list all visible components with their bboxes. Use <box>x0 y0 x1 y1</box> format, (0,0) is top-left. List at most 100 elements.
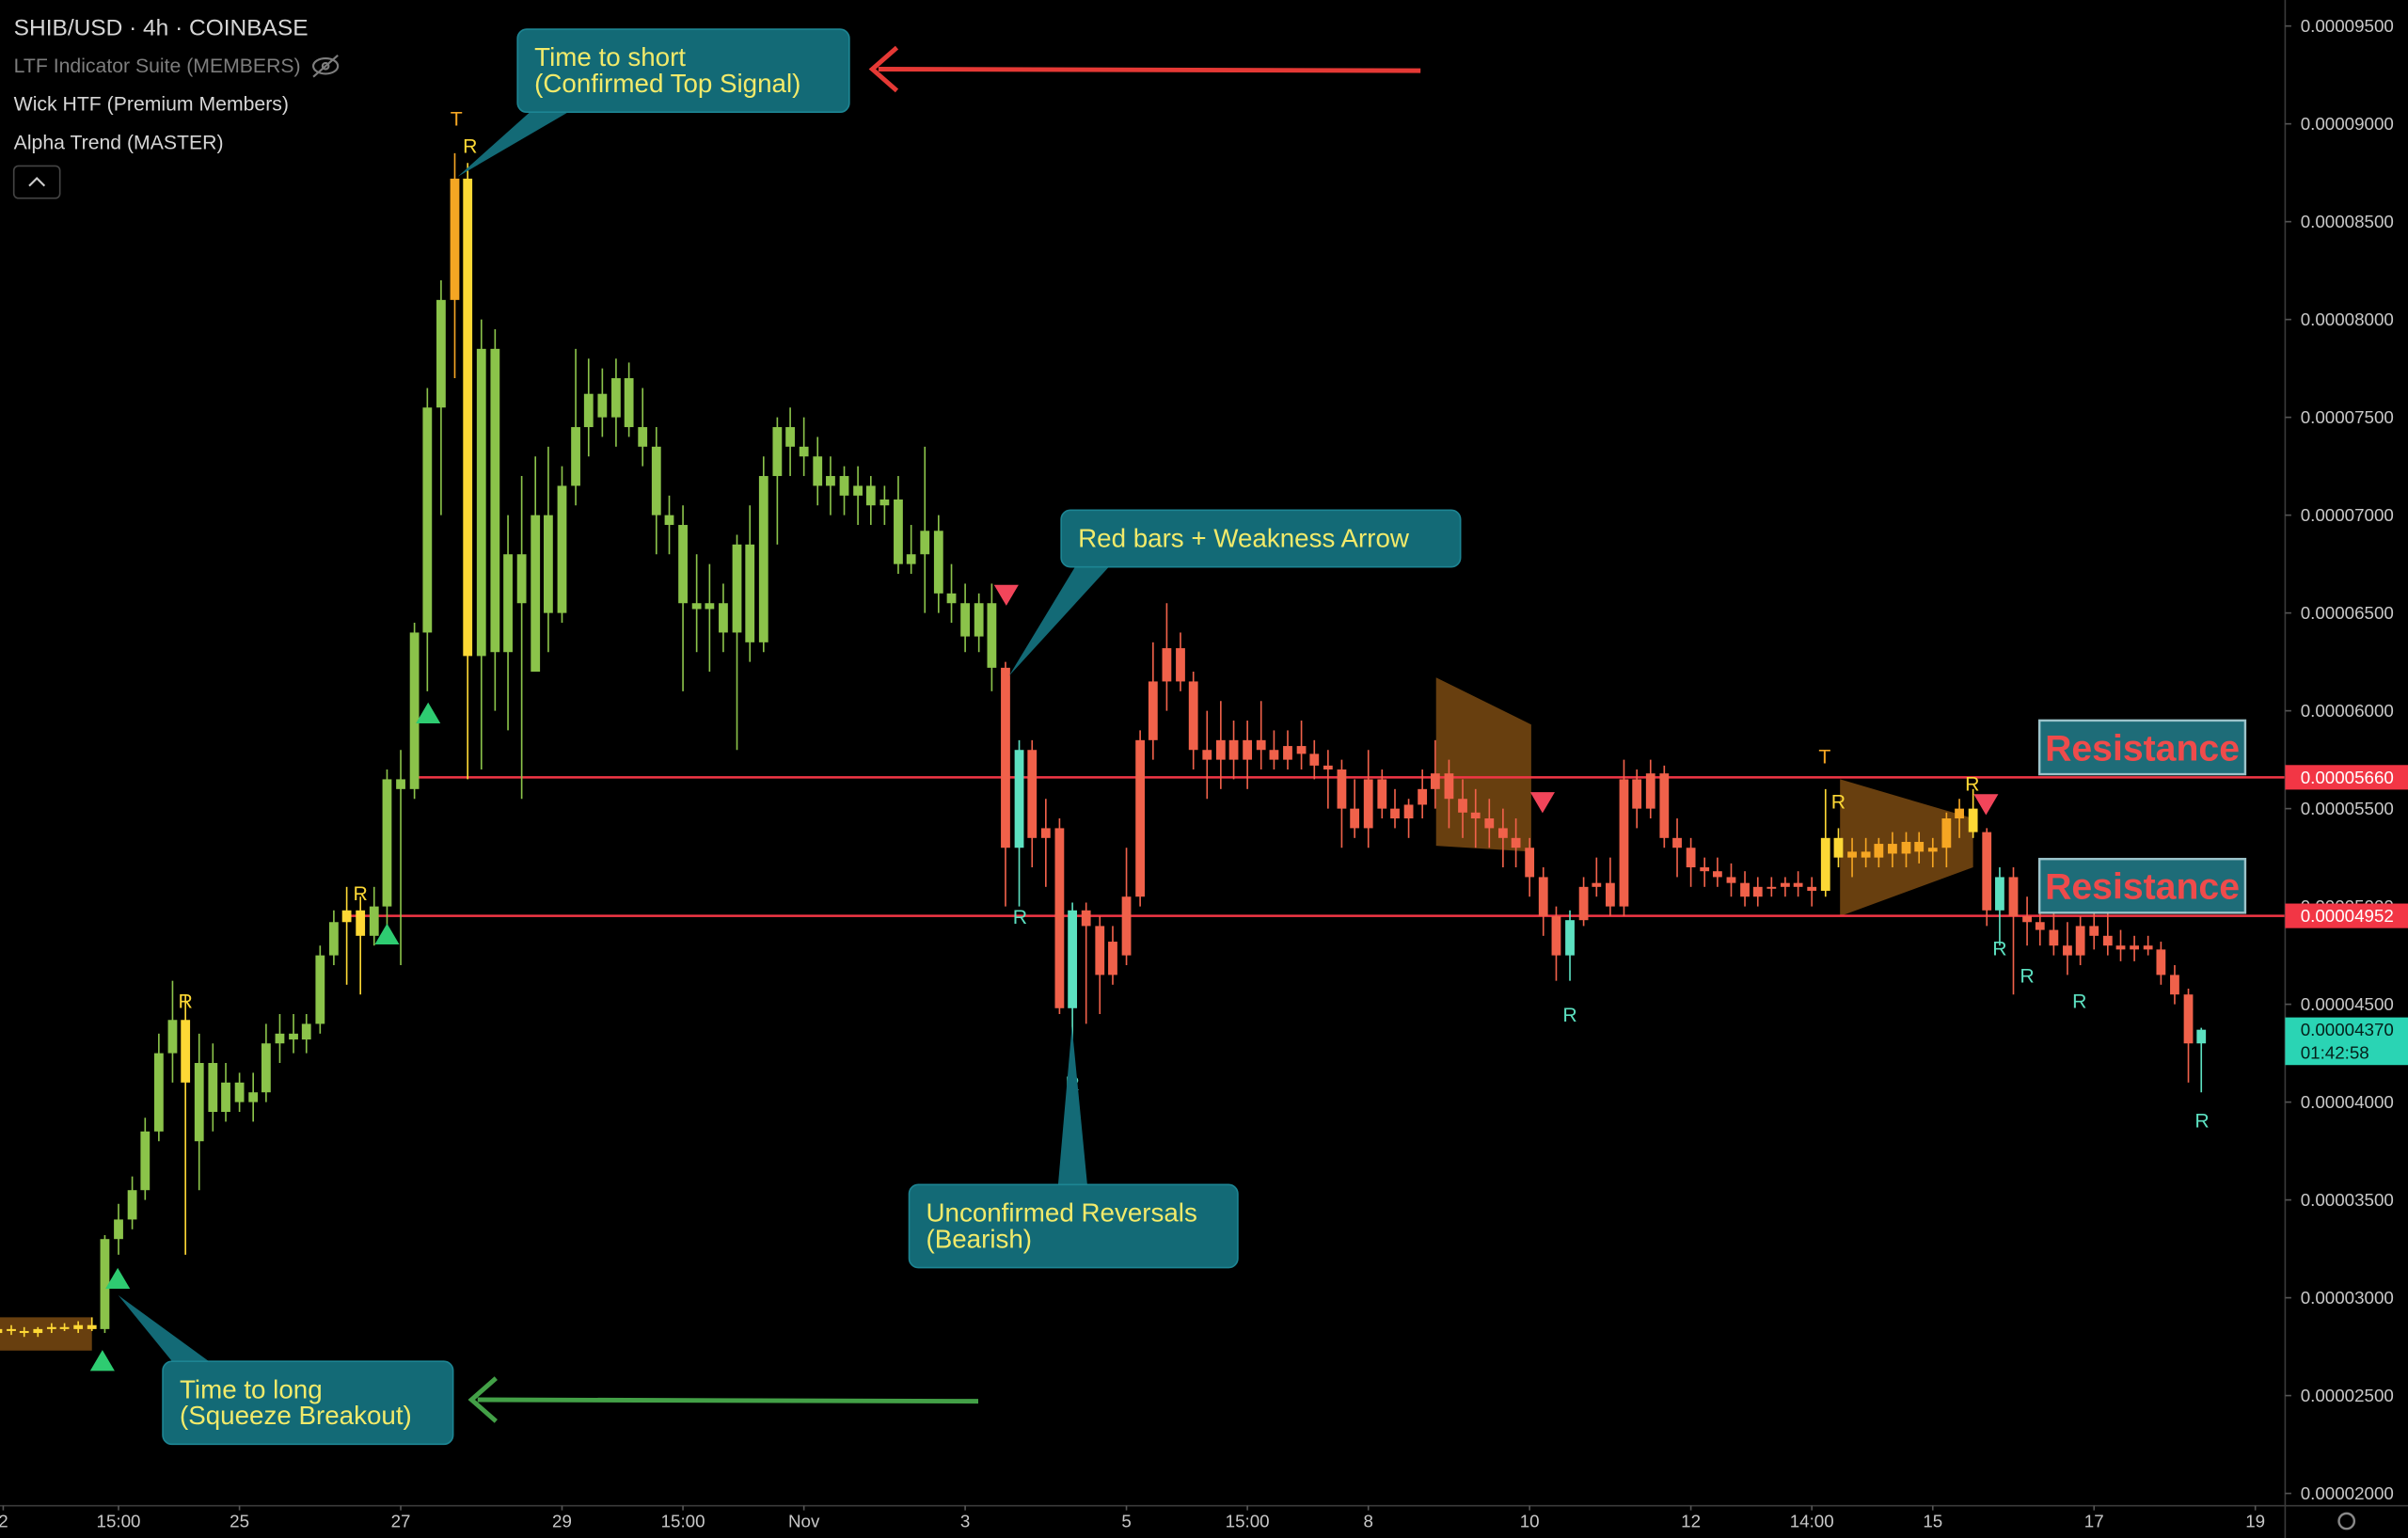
signal-label: R <box>2194 1110 2209 1132</box>
candle-body <box>1807 886 1817 891</box>
y-tick-label: 0.00008500 <box>2301 212 2394 231</box>
candle-body <box>920 531 930 555</box>
candle-body <box>597 393 608 418</box>
x-tick-label: 15 <box>1923 1512 1942 1531</box>
candle-body <box>813 456 823 486</box>
candle-body <box>1511 837 1521 848</box>
signal-label: T <box>451 109 463 131</box>
callout-pointer <box>457 112 569 177</box>
candle-body <box>2049 929 2059 946</box>
candle-body <box>1470 812 1481 819</box>
x-tick-label: 15:00 <box>97 1512 141 1531</box>
candle-body <box>2196 1029 2207 1044</box>
candle-body <box>1781 882 1790 887</box>
y-tick-label: 0.00002500 <box>2301 1386 2394 1405</box>
candle-body <box>208 1063 218 1113</box>
candle-body <box>153 1053 164 1132</box>
candle-body <box>1740 882 1750 897</box>
candle-body <box>167 1020 178 1054</box>
candle-body <box>1323 765 1333 770</box>
candle-body <box>1202 750 1212 760</box>
x-tick-label: 12 <box>1681 1512 1701 1531</box>
level-price-label: 0.00004952 <box>2301 906 2394 926</box>
buy-arrow <box>105 1267 131 1290</box>
candle-body <box>1162 648 1172 682</box>
x-tick-label: Nov <box>788 1512 820 1531</box>
signals-layer: TRRRRRRTRRRRRR <box>89 109 2210 1372</box>
candle-body <box>33 1328 43 1334</box>
y-tick-label: 0.00007000 <box>2301 505 2394 525</box>
candle-body <box>1874 844 1884 858</box>
candle-body <box>261 1043 271 1093</box>
candle-body <box>19 1330 29 1334</box>
candle-body <box>409 632 420 789</box>
candle-body <box>1619 779 1629 907</box>
candle-body <box>987 603 997 668</box>
level-note: Resistance <box>2045 728 2240 769</box>
candle-body <box>181 1020 191 1083</box>
candle-body <box>1296 746 1307 754</box>
sell-arrow <box>1973 794 1999 816</box>
x-tick-label: 5 <box>1121 1512 1131 1531</box>
candle-body <box>1927 848 1938 852</box>
y-tick-label: 0.00005500 <box>2301 799 2394 818</box>
candle-body <box>1081 910 1091 927</box>
collapse-button[interactable] <box>12 165 61 199</box>
candle-body <box>933 531 943 594</box>
y-tick-label: 0.00004500 <box>2301 994 2394 1014</box>
candle-body <box>1176 648 1185 682</box>
candle-body <box>46 1326 56 1329</box>
symbol-title: SHIB/USD · 4h · COINBASE <box>14 16 309 41</box>
y-tick-label: 0.00006500 <box>2301 603 2394 623</box>
candle-body <box>531 515 541 673</box>
candle-body <box>1659 773 1670 838</box>
candle-body <box>1752 886 1763 897</box>
candle-body <box>664 515 674 526</box>
countdown-label: 01:42:58 <box>2301 1043 2369 1063</box>
candle-body <box>906 554 916 564</box>
callout-box <box>1060 509 1462 568</box>
candle-body <box>516 554 527 604</box>
candle-body <box>2063 945 2072 956</box>
candle-body <box>1538 877 1548 917</box>
candle-body <box>1645 773 1656 809</box>
x-tick-label: 25 <box>230 1512 249 1531</box>
lines-layer <box>345 776 2286 917</box>
candle-body <box>557 485 567 613</box>
candle-body <box>2008 877 2019 917</box>
settings-icon[interactable] <box>2337 1512 2356 1530</box>
sell-arrow <box>1529 792 1555 814</box>
candle-body <box>369 906 379 936</box>
candle-body <box>638 427 648 447</box>
level-price-label: 0.00005660 <box>2301 768 2394 787</box>
candle-body <box>1418 788 1428 805</box>
candle-body <box>865 485 876 506</box>
candle-body <box>450 178 460 300</box>
squeeze-zone <box>0 1317 92 1351</box>
candle-body <box>1565 920 1575 956</box>
candle-body <box>624 378 634 428</box>
candle-body <box>1833 837 1844 858</box>
candle-body <box>2143 945 2153 950</box>
candle-body <box>1215 739 1226 760</box>
y-tick-label: 0.00007500 <box>2301 407 2394 427</box>
candle-body <box>758 476 768 642</box>
candle-body <box>396 779 405 789</box>
candle-body <box>2102 935 2113 946</box>
candle-body <box>946 593 957 604</box>
y-tick-label: 0.00008000 <box>2301 309 2394 329</box>
signal-label: R <box>463 136 477 158</box>
candle-body <box>853 485 863 496</box>
hidden-icon[interactable] <box>312 55 340 78</box>
candle-body <box>1243 739 1253 760</box>
y-tick-label: 0.00003000 <box>2301 1288 2394 1308</box>
candle-body <box>1256 739 1266 751</box>
signal-label: R <box>1992 938 2006 959</box>
y-tick-label: 0.00002000 <box>2301 1483 2394 1503</box>
callout-text: Red bars + Weakness Arrow <box>1078 523 1410 552</box>
candle-body <box>1700 867 1710 872</box>
last-price-box <box>2285 1017 2408 1066</box>
candle-body <box>2130 945 2139 950</box>
candle-body <box>1135 739 1146 897</box>
